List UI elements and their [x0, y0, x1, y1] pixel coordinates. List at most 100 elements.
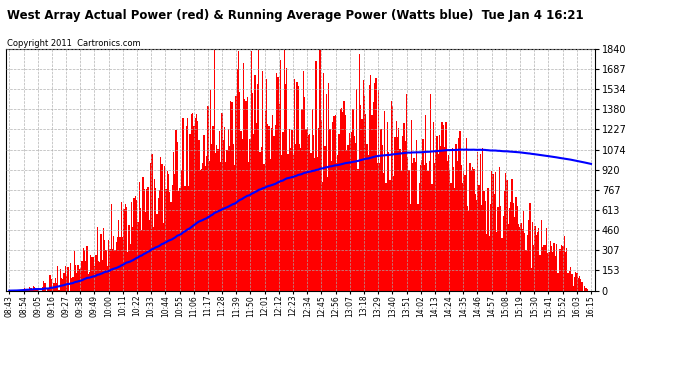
Bar — [449, 170, 451, 291]
Bar — [417, 204, 419, 291]
Bar — [448, 155, 449, 291]
Bar — [496, 232, 497, 291]
Bar — [524, 233, 525, 291]
Bar — [243, 63, 244, 291]
Bar — [130, 244, 131, 291]
Bar — [145, 212, 146, 291]
Bar — [190, 114, 192, 291]
Bar — [467, 206, 468, 291]
Bar — [368, 155, 369, 291]
Bar — [293, 155, 294, 291]
Bar — [75, 265, 76, 291]
Bar — [571, 274, 573, 291]
Bar — [586, 289, 588, 291]
Bar — [425, 115, 426, 291]
Bar — [172, 185, 173, 291]
Bar — [466, 138, 467, 291]
Bar — [211, 144, 213, 291]
Bar — [296, 82, 297, 291]
Text: Copyright 2011  Cartronics.com: Copyright 2011 Cartronics.com — [7, 39, 141, 48]
Bar — [157, 198, 159, 291]
Bar — [473, 169, 475, 291]
Bar — [510, 202, 511, 291]
Bar — [276, 73, 277, 291]
Bar — [327, 177, 328, 291]
Bar — [47, 289, 48, 291]
Bar — [121, 202, 122, 291]
Bar — [460, 165, 462, 291]
Bar — [133, 198, 135, 291]
Bar — [241, 138, 243, 291]
Bar — [549, 252, 550, 291]
Bar — [393, 176, 394, 291]
Bar — [217, 149, 219, 291]
Bar — [514, 217, 515, 291]
Bar — [55, 278, 56, 291]
Bar — [478, 184, 480, 291]
Bar — [206, 156, 207, 291]
Bar — [154, 179, 155, 291]
Bar — [238, 51, 239, 291]
Bar — [234, 165, 235, 291]
Bar — [522, 230, 523, 291]
Bar — [109, 249, 110, 291]
Bar — [88, 274, 89, 291]
Bar — [462, 183, 463, 291]
Bar — [94, 266, 95, 291]
Bar — [433, 123, 434, 291]
Bar — [146, 189, 148, 291]
Bar — [159, 190, 160, 291]
Bar — [406, 94, 407, 291]
Bar — [513, 203, 514, 291]
Bar — [531, 268, 532, 291]
Bar — [558, 249, 560, 291]
Bar — [319, 50, 321, 291]
Bar — [331, 161, 332, 291]
Bar — [477, 152, 478, 291]
Bar — [175, 130, 177, 291]
Bar — [440, 146, 442, 291]
Bar — [525, 250, 526, 291]
Bar — [59, 269, 61, 291]
Bar — [533, 245, 534, 291]
Bar — [487, 188, 489, 291]
Bar — [151, 153, 152, 291]
Bar — [107, 266, 108, 291]
Bar — [89, 272, 90, 291]
Bar — [374, 83, 375, 291]
Bar — [270, 159, 271, 291]
Bar — [44, 283, 46, 291]
Bar — [392, 106, 393, 291]
Bar — [403, 123, 404, 291]
Bar — [336, 163, 337, 291]
Bar — [508, 224, 509, 291]
Bar — [18, 290, 19, 291]
Bar — [233, 144, 234, 291]
Bar — [565, 252, 566, 291]
Bar — [463, 171, 464, 291]
Bar — [351, 132, 353, 291]
Bar — [148, 187, 149, 291]
Bar — [34, 287, 35, 291]
Bar — [237, 69, 238, 291]
Bar — [56, 283, 57, 291]
Bar — [155, 189, 157, 291]
Bar — [38, 288, 39, 291]
Bar — [491, 171, 493, 291]
Bar — [15, 290, 17, 291]
Bar — [345, 116, 346, 291]
Bar — [375, 78, 377, 291]
Bar — [304, 97, 305, 291]
Bar — [328, 83, 329, 291]
Bar — [499, 167, 500, 291]
Bar — [136, 200, 137, 291]
Bar — [519, 227, 520, 291]
Bar — [106, 250, 107, 291]
Bar — [86, 246, 88, 291]
Bar — [42, 286, 43, 291]
Bar — [219, 131, 220, 291]
Bar — [174, 174, 175, 291]
Bar — [179, 188, 181, 291]
Bar — [333, 116, 335, 291]
Bar — [246, 101, 247, 291]
